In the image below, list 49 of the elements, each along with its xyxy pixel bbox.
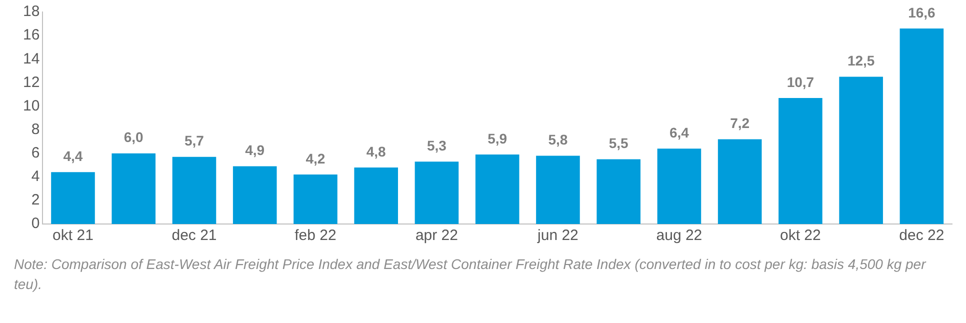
text: Note: Comparison of East-West Air Freight Price Index and East/West Container Freight Rate Index (converted in to cost per kg: basis 4,500 kg per teu). <box>14 255 928 294</box>
bar <box>900 28 944 224</box>
data-label: 7,2 <box>730 115 750 132</box>
bar <box>354 167 398 224</box>
y-tick-label: 10 <box>22 97 40 114</box>
y-tick-label: 0 <box>31 215 40 232</box>
x-tick-label: apr 22 <box>415 227 458 244</box>
y-tick-label: 6 <box>31 144 40 162</box>
bar <box>172 156 216 224</box>
bar <box>718 139 762 224</box>
y-tick-label: 4 <box>31 168 40 186</box>
bar <box>294 174 338 224</box>
data-label: 6,0 <box>124 129 144 146</box>
bar <box>414 162 459 224</box>
data-label: 5,3 <box>426 137 447 154</box>
data-label: 5,8 <box>548 132 568 148</box>
x-tick-label: feb 22 <box>294 227 336 244</box>
data-label: 4,4 <box>63 148 83 164</box>
bar <box>51 172 95 224</box>
x-tick-label: aug 22 <box>656 227 702 244</box>
bar <box>839 76 883 224</box>
y-tick-label: 16 <box>22 26 40 44</box>
data-label: 4,2 <box>306 150 326 166</box>
data-label: 10,7 <box>786 74 814 90</box>
y-tick-label: 14 <box>22 50 40 68</box>
data-label: 12,5 <box>847 52 875 69</box>
data-label: 4,8 <box>366 143 386 160</box>
y-tick-label: 2 <box>31 192 40 209</box>
data-label: 5,9 <box>488 130 508 146</box>
y-tick-label: 12 <box>22 74 40 91</box>
bar <box>232 166 277 224</box>
x-tick-label: dec 22 <box>899 227 944 244</box>
bar <box>657 148 702 224</box>
y-tick-label: 8 <box>31 120 40 138</box>
y-tick-label: 18 <box>22 3 40 20</box>
data-label: 16,6 <box>908 4 936 20</box>
x-tick-label: okt 22 <box>780 227 821 244</box>
bar <box>112 153 156 224</box>
x-tick-label: dec 21 <box>172 227 217 244</box>
x-tick-label: jun 22 <box>536 227 578 244</box>
x-tick-label: okt 21 <box>52 227 94 244</box>
data-label: 5,7 <box>184 132 204 149</box>
bar <box>778 98 822 224</box>
data-label: 4,9 <box>245 142 265 158</box>
bar <box>596 159 640 224</box>
data-label: 6,4 <box>669 124 690 140</box>
bar <box>475 154 520 224</box>
data-label: 5,5 <box>608 135 629 152</box>
bar <box>536 156 580 224</box>
